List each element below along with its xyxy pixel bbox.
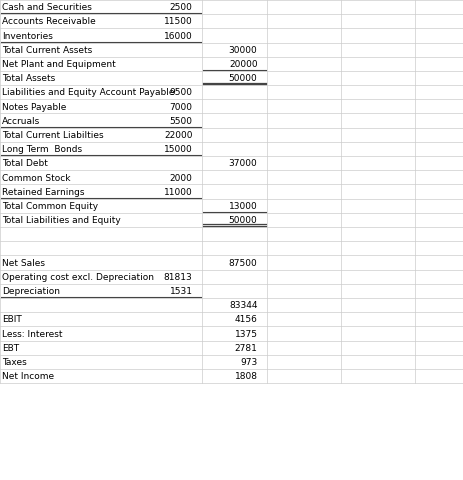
Text: 11500: 11500 (163, 17, 192, 26)
Text: Liabilities and Equity Account Payable: Liabilities and Equity Account Payable (2, 88, 175, 97)
Text: 973: 973 (240, 357, 257, 366)
Text: 11000: 11000 (163, 187, 192, 196)
Text: 2000: 2000 (169, 173, 192, 182)
Text: Total Current Assets: Total Current Assets (2, 46, 93, 55)
Text: EBT: EBT (2, 343, 19, 352)
Text: Retained Earnings: Retained Earnings (2, 187, 85, 196)
Text: Net Plant and Equipment: Net Plant and Equipment (2, 60, 116, 69)
Text: 20000: 20000 (228, 60, 257, 69)
Text: 5500: 5500 (169, 117, 192, 126)
Text: 15000: 15000 (163, 145, 192, 154)
Text: 1531: 1531 (169, 287, 192, 296)
Text: Cash and Securities: Cash and Securities (2, 3, 92, 12)
Text: Operating cost excl. Depreciation: Operating cost excl. Depreciation (2, 272, 154, 281)
Text: EBIT: EBIT (2, 315, 22, 324)
Text: Net Income: Net Income (2, 372, 54, 381)
Text: Total Current Liabilties: Total Current Liabilties (2, 131, 104, 140)
Text: Long Term  Bonds: Long Term Bonds (2, 145, 82, 154)
Text: 2781: 2781 (234, 343, 257, 352)
Text: Accruals: Accruals (2, 117, 40, 126)
Text: Depreciation: Depreciation (2, 287, 60, 296)
Text: Taxes: Taxes (2, 357, 27, 366)
Text: 81813: 81813 (163, 272, 192, 281)
Text: 4156: 4156 (234, 315, 257, 324)
Text: Total Liabilities and Equity: Total Liabilities and Equity (2, 216, 121, 225)
Text: Common Stock: Common Stock (2, 173, 71, 182)
Text: 50000: 50000 (228, 216, 257, 225)
Text: 7000: 7000 (169, 102, 192, 111)
Text: 87500: 87500 (228, 258, 257, 267)
Text: Total Assets: Total Assets (2, 74, 56, 83)
Text: 16000: 16000 (163, 32, 192, 41)
Text: Accounts Receivable: Accounts Receivable (2, 17, 96, 26)
Text: 37000: 37000 (228, 159, 257, 168)
Text: Notes Payable: Notes Payable (2, 102, 67, 111)
Text: 1808: 1808 (234, 372, 257, 381)
Text: Inventories: Inventories (2, 32, 53, 41)
Text: Less: Interest: Less: Interest (2, 329, 63, 338)
Text: 83344: 83344 (229, 300, 257, 310)
Text: 22000: 22000 (164, 131, 192, 140)
Text: 50000: 50000 (228, 74, 257, 83)
Text: Total Common Equity: Total Common Equity (2, 202, 98, 211)
Text: Net Sales: Net Sales (2, 258, 45, 267)
Text: 2500: 2500 (169, 3, 192, 12)
Text: 9500: 9500 (169, 88, 192, 97)
Text: 30000: 30000 (228, 46, 257, 55)
Text: 1375: 1375 (234, 329, 257, 338)
Text: 13000: 13000 (228, 202, 257, 211)
Text: Total Debt: Total Debt (2, 159, 48, 168)
